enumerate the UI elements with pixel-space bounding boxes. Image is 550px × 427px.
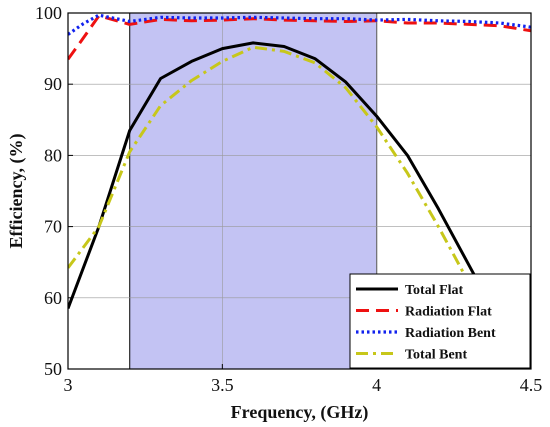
legend-label-0: Total Flat <box>405 283 464 298</box>
tick-labels: 3 3.5 4 4.5 50 60 70 80 90 100 <box>35 3 542 395</box>
axis-ticks <box>67 12 532 370</box>
x-tick-label-0: 3 <box>64 375 73 395</box>
series-line-1 <box>68 14 531 61</box>
y-tick-label-5: 100 <box>35 3 62 23</box>
y-tick-label-3: 80 <box>44 145 62 165</box>
x-tick-label-3: 4.5 <box>520 375 543 395</box>
y-tick-label-1: 60 <box>44 288 62 308</box>
series-layer <box>68 13 531 310</box>
series-line-2 <box>68 13 531 36</box>
x-tick-label-1: 3.5 <box>211 375 234 395</box>
legend-label-3: Total Bent <box>405 348 467 363</box>
legend: Total Flat Radiation Flat Radiation Bent To… <box>349 273 531 369</box>
plot-frame <box>67 12 532 370</box>
legend-label-1: Radiation Flat <box>405 305 492 320</box>
shaded-band <box>129 12 378 370</box>
y-axis-label: Efficiency, (%) <box>6 134 27 249</box>
x-tick-label-2: 4 <box>372 375 381 395</box>
series-line-0 <box>68 41 487 310</box>
y-tick-label-4: 90 <box>44 74 62 94</box>
y-tick-label-2: 70 <box>44 217 62 237</box>
legend-label-2: Radiation Bent <box>405 326 496 341</box>
x-axis-label: Frequency, (GHz) <box>231 402 369 423</box>
y-tick-label-0: 50 <box>44 359 62 379</box>
